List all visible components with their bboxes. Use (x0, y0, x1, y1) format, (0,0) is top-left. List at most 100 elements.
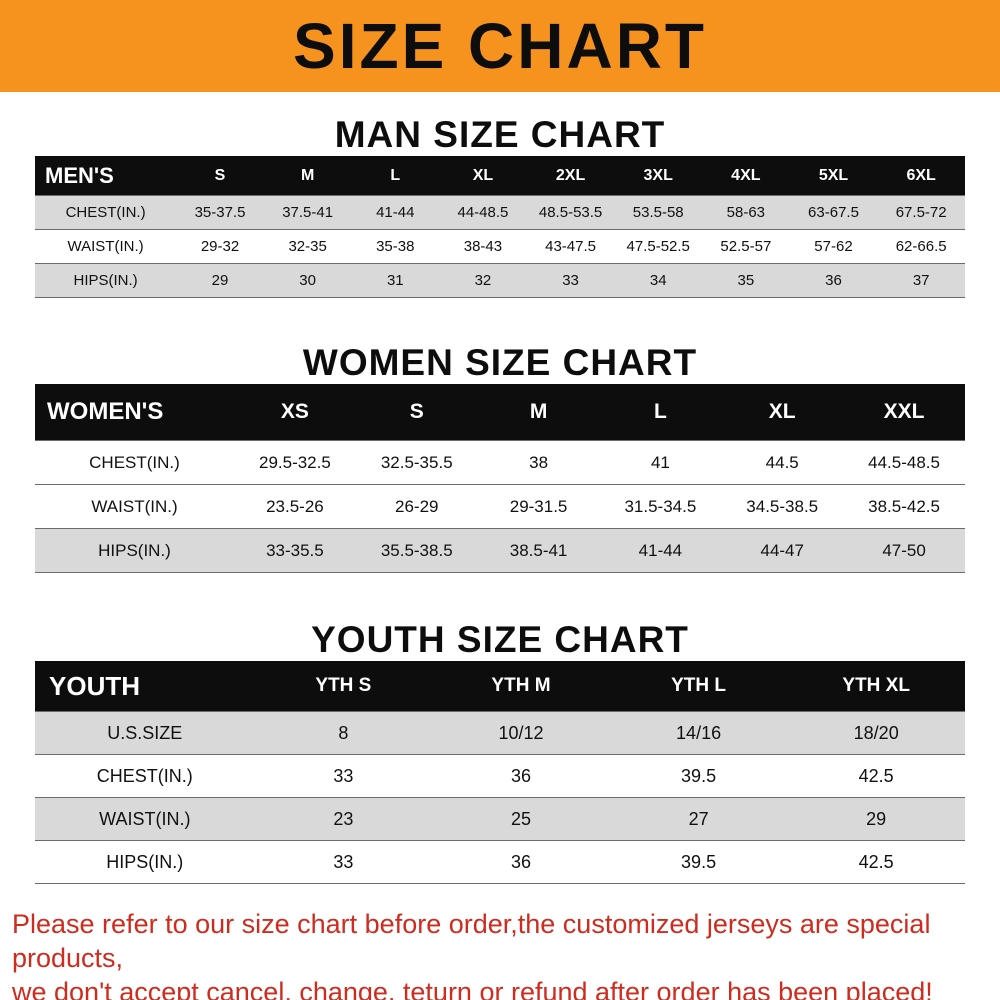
measurement-value: 44-48.5 (457, 204, 509, 221)
measurement-value: 32-35 (288, 238, 327, 255)
size-column-header: YTH XL (787, 661, 965, 712)
measurement-value: 29 (866, 808, 887, 829)
measurement-value: 39.5 (681, 851, 717, 872)
size-column-header: S (176, 156, 264, 196)
measurement-row: WAIST(IN.) 23 25 27 29 (35, 797, 965, 841)
measurement-row: CHEST(IN.) 29.5-32.5 32.5-35.5 38 41 44.5 44.5… (35, 440, 965, 485)
measurement-value: 38.5-42.5 (868, 496, 940, 516)
size-column-header: L (599, 384, 722, 441)
measurement-value: 42.5 (858, 851, 894, 872)
measurement-value: 38.5-41 (509, 540, 568, 560)
youth-section-title: YOUTH SIZE CHART (311, 619, 689, 660)
size-column-header: L (351, 156, 440, 196)
measurement-row: U.S.SIZE 8 10/12 14/16 18/20 (35, 711, 965, 755)
women-table-head: WOMEN'S XS S M L XL XXL (35, 384, 965, 441)
measurement-row: HIPS(IN.) 33 36 39.5 42.5 (35, 840, 965, 884)
measurement-value: 53.5-58 (632, 204, 684, 221)
table-header-row: WOMEN'S XS S M L XL XXL (35, 384, 965, 441)
women-size-section: WOMEN SIZE CHART WOMEN'S XS S M L XL XXL CHEST… (0, 342, 1000, 573)
size-column-header: 4XL (702, 156, 790, 196)
man-size-table: MEN'S S M L XL 2XL 3XL 4XL 5XL 6XL CHEST(IN.) 35-3… (35, 156, 965, 298)
footer-note: Please refer to our size chart before or… (0, 908, 1000, 1000)
measurement-value: 14/16 (676, 722, 722, 743)
measurement-value: 31 (386, 272, 404, 289)
man-size-section: MAN SIZE CHART MEN'S S M L XL 2XL 3XL 4XL 5XL 6XL… (0, 114, 1000, 298)
women-section-title: WOMEN SIZE CHART (302, 342, 698, 383)
measurement-value: 35-38 (376, 238, 415, 255)
size-column-header: XS (234, 384, 356, 441)
measurement-value: 33-35.5 (266, 540, 324, 560)
measurement-value: 35-37.5 (194, 204, 246, 221)
measurement-value: 47.5-52.5 (626, 238, 690, 255)
size-column-header: XL (721, 384, 844, 441)
measurement-label: HIPS(IN.) (98, 540, 171, 560)
measurement-row: HIPS(IN.) 33-35.5 35.5-38.5 38.5-41 41-44 44-… (35, 528, 965, 573)
size-column-header: 6XL (877, 156, 965, 196)
measurement-value: 29-32 (200, 238, 240, 255)
measurement-value: 42.5 (858, 765, 894, 786)
measurement-value: 35.5-38.5 (380, 540, 453, 560)
table-header-row: YOUTH YTH S YTH M YTH L YTH XL (35, 661, 965, 712)
measurement-row: WAIST(IN.) 29-32 32-35 35-38 38-43 43-47.5 47.… (35, 229, 965, 264)
measurement-value: 18/20 (853, 722, 899, 743)
measurement-value: 43-47.5 (545, 238, 596, 255)
measurement-value: 39.5 (681, 765, 717, 786)
youth-table-head: YOUTH YTH S YTH M YTH L YTH XL (35, 661, 965, 712)
measurement-value: 32 (474, 272, 492, 289)
measurement-row: CHEST(IN.) 33 36 39.5 42.5 (35, 754, 965, 798)
man-section-title: MAN SIZE CHART (334, 114, 666, 155)
youth-table-body: U.S.SIZE 8 10/12 14/16 18/20 CHEST(IN.) 33 36 39… (35, 711, 965, 884)
measurement-value: 26-29 (395, 496, 439, 516)
measurement-label: CHEST(IN.) (89, 452, 180, 472)
measurement-value: 58-63 (726, 204, 766, 221)
measurement-value: 33 (562, 272, 579, 289)
measurement-row: WAIST(IN.) 23.5-26 26-29 29-31.5 31.5-34.5 34… (35, 484, 965, 529)
measurement-value: 31.5-34.5 (624, 496, 697, 516)
measurement-value: 27 (688, 808, 709, 829)
table-title-cell: MEN'S (35, 156, 177, 196)
measurement-value: 44-47 (760, 540, 804, 560)
measurement-value: 44.5-48.5 (868, 452, 940, 472)
women-table-body: CHEST(IN.) 29.5-32.5 32.5-35.5 38 41 44.5 44.5… (35, 440, 965, 573)
measurement-value: 23.5-26 (266, 496, 324, 516)
size-column-header: XXL (843, 384, 965, 441)
size-chart-banner: SIZE CHART (0, 0, 1000, 92)
measurement-label: CHEST(IN.) (65, 204, 146, 221)
measurement-value: 41 (650, 452, 670, 472)
measurement-value: 10/12 (498, 722, 544, 743)
measurement-value: 36 (510, 851, 531, 872)
measurement-label: CHEST(IN.) (96, 765, 193, 786)
measurement-value: 35 (737, 272, 755, 289)
size-column-header: XL (439, 156, 527, 196)
measurement-value: 33 (333, 851, 354, 872)
footer-note-line-2: we don't accept cancel, change, teturn o… (12, 976, 933, 1000)
measurement-value: 57-62 (814, 238, 853, 255)
size-column-header: 3XL (614, 156, 703, 196)
measurement-label: WAIST(IN.) (67, 238, 144, 255)
measurement-value: 67.5-72 (895, 204, 947, 221)
size-column-header: 2XL (526, 156, 615, 196)
measurement-value: 52.5-57 (720, 238, 772, 255)
measurement-value: 41-44 (638, 540, 683, 560)
man-table-body: CHEST(IN.) 35-37.5 37.5-41 41-44 44-48.5 48.5… (35, 195, 965, 298)
banner-title: SIZE CHART (293, 10, 707, 82)
measurement-value: 62-66.5 (895, 238, 947, 255)
size-column-header: YTH M (432, 661, 610, 712)
measurement-value: 41-44 (376, 204, 415, 221)
measurement-value: 34.5-38.5 (746, 496, 819, 516)
measurement-value: 29 (211, 272, 229, 289)
measurement-label: WAIST(IN.) (99, 808, 191, 829)
measurement-value: 29-31.5 (509, 496, 568, 516)
measurement-value: 34 (649, 272, 667, 289)
measurement-value: 37.5-41 (282, 204, 334, 221)
table-title-cell: WOMEN'S (35, 384, 234, 441)
size-column-header: M (477, 384, 600, 441)
measurement-label: HIPS(IN.) (73, 272, 138, 289)
measurement-value: 23 (333, 808, 354, 829)
measurement-label: HIPS(IN.) (106, 851, 184, 872)
size-column-header: M (263, 156, 352, 196)
measurement-value: 33 (333, 765, 354, 786)
measurement-label: U.S.SIZE (107, 722, 183, 743)
size-column-header: YTH L (609, 661, 788, 712)
